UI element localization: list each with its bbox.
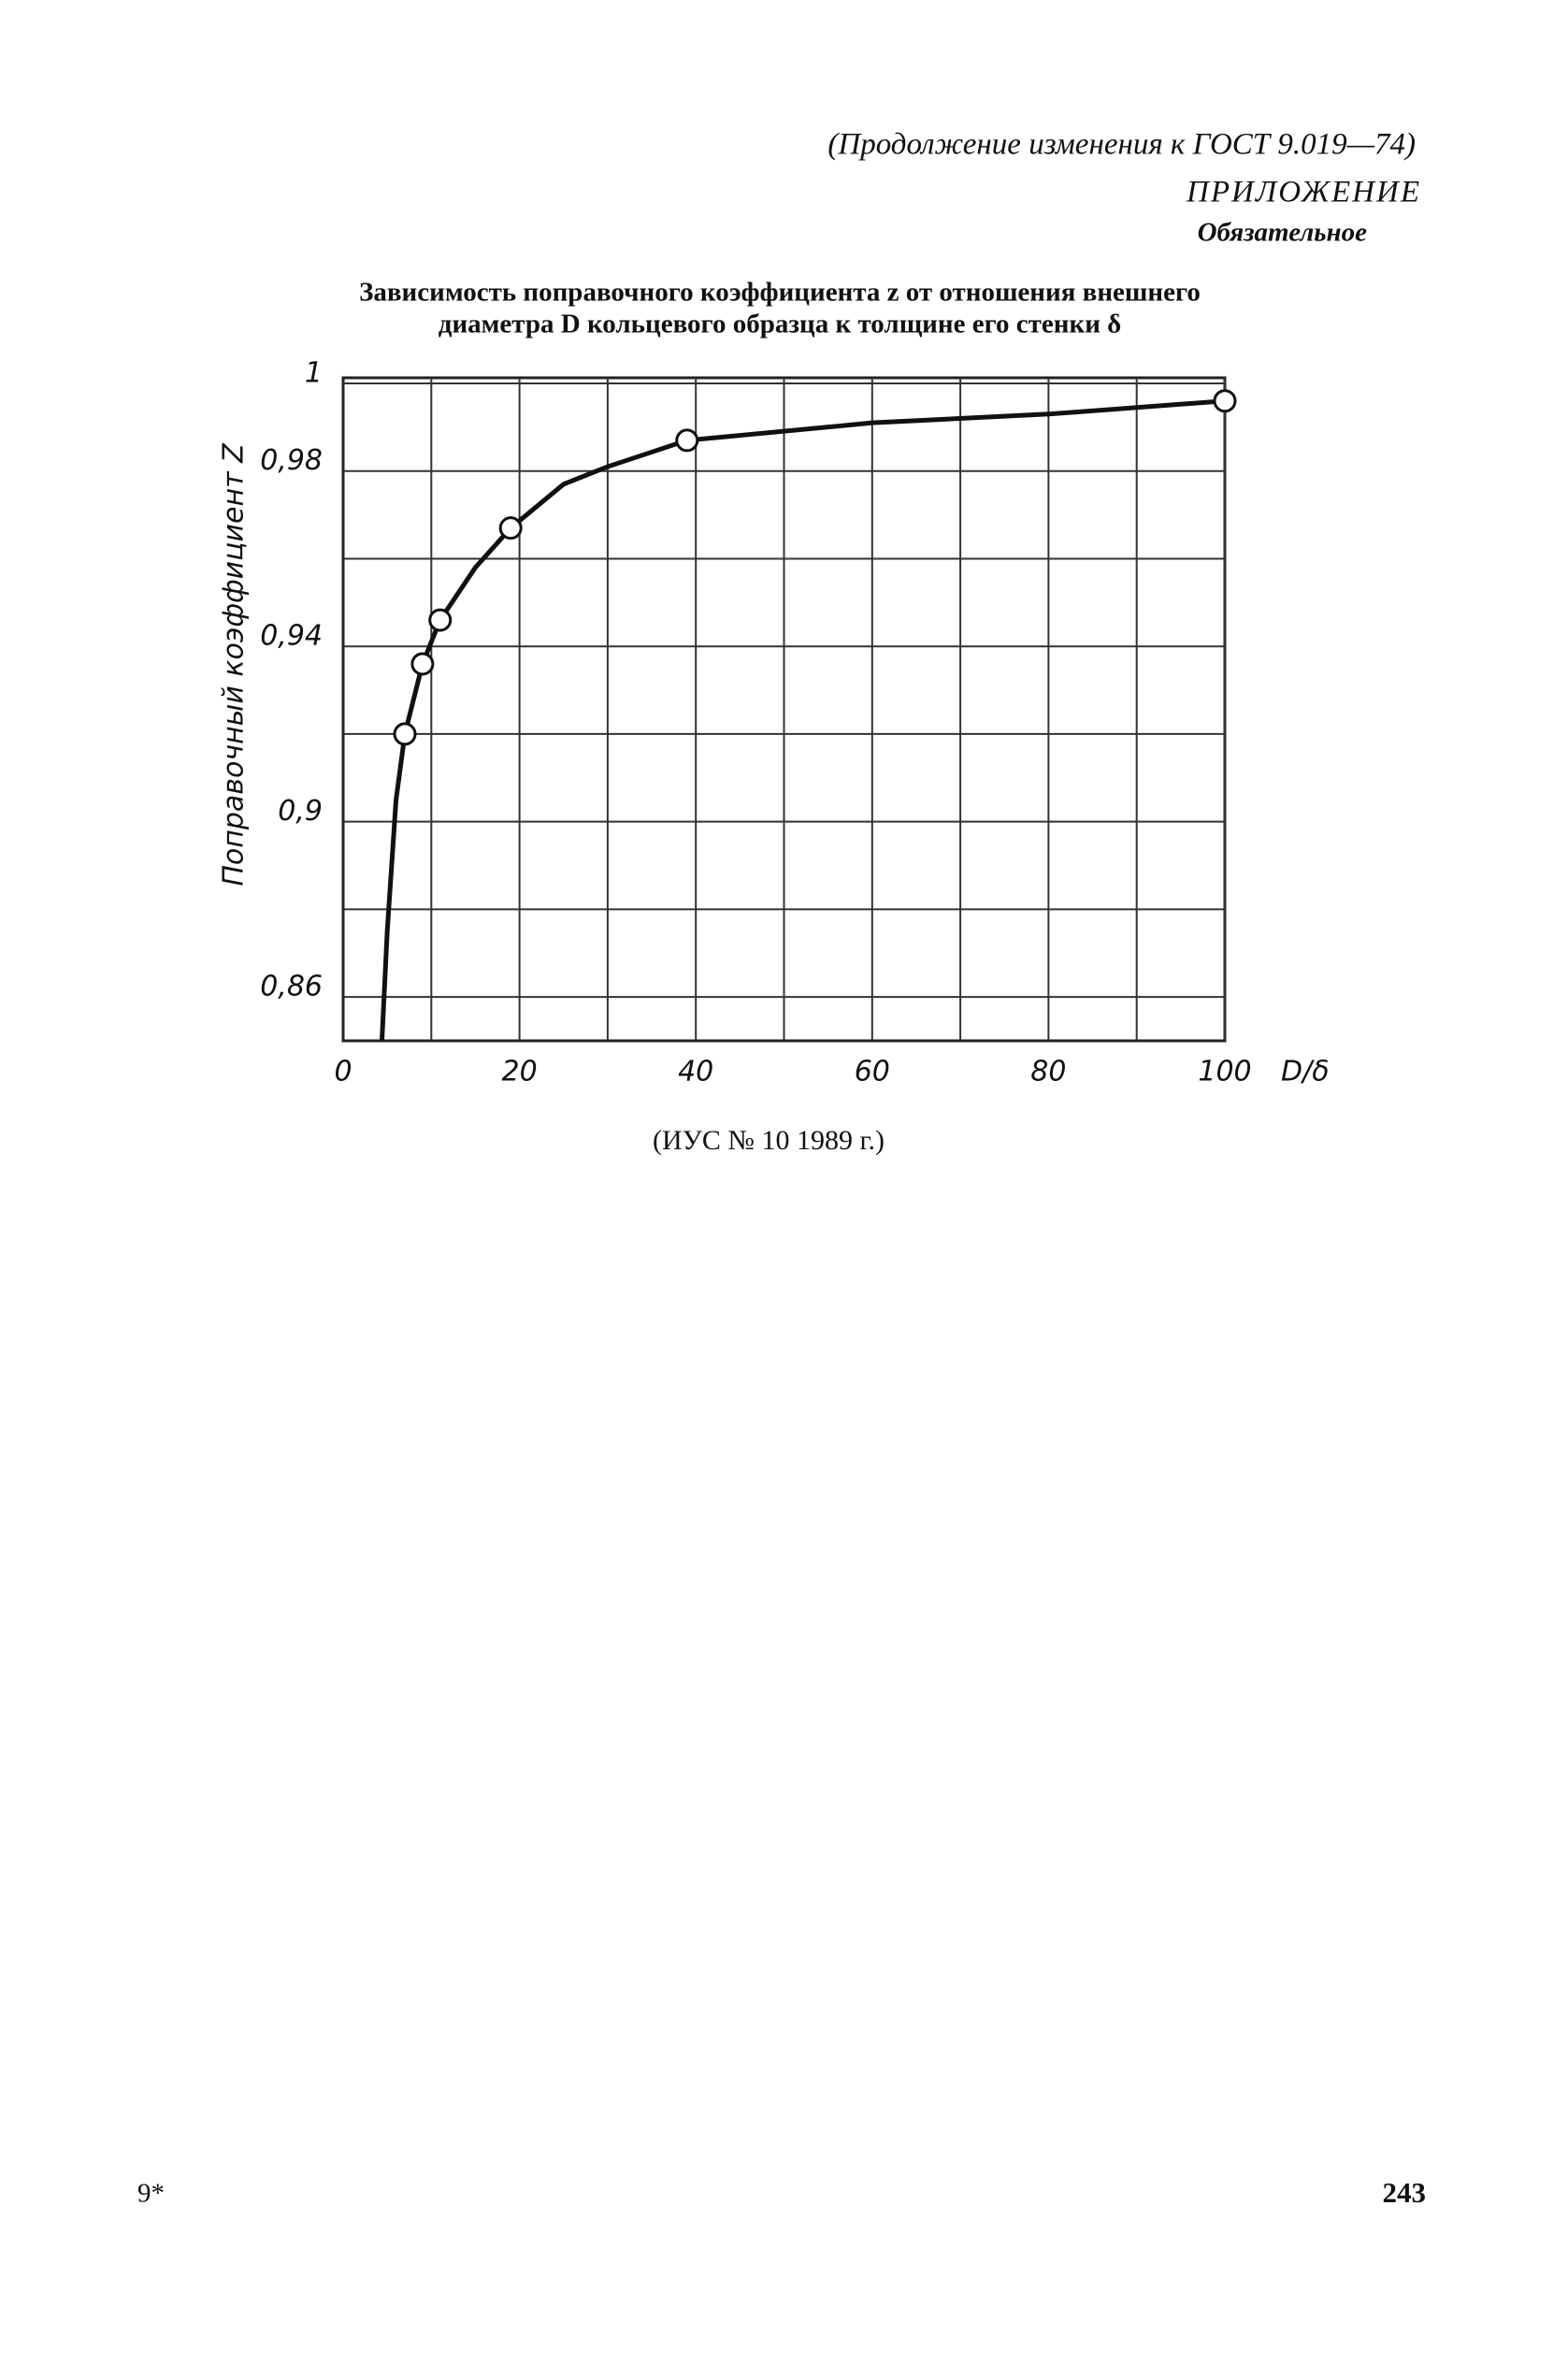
data-point [675,428,699,453]
data-point [498,516,523,541]
data-point [410,652,435,676]
y-tick-label: 0,98 [260,444,323,477]
x-tick-label: 80 [1030,1056,1066,1088]
appendix: ПРИЛОЖЕНИЕ [1186,176,1421,209]
y-tick-label: 1 [305,357,323,390]
chart-title: Зависимость поправочного коэффициента z … [359,278,1201,308]
x-tick-label: 60 [855,1056,890,1088]
note: (ИУС № 10 1989 г.) [653,1125,885,1156]
x-tick-label: 20 [502,1056,538,1088]
data-point [393,722,417,746]
page-number: 243 [1383,2176,1427,2209]
continuation: (Продолжение изменения к ГОСТ 9.019—74) [827,128,1416,162]
x-tick-label: 100 [1198,1056,1251,1088]
data-point [428,608,453,632]
x-tick-label: 40 [678,1056,713,1088]
y-tick-label: 0,9 [278,795,323,828]
curve [379,398,1226,1042]
x-tick-label: 0 [334,1056,352,1088]
y-axis-label: Поправочный коэффициент Z [218,442,251,886]
signature: 9* [137,2179,165,2209]
status: Обязательное [1198,218,1368,248]
y-tick-label: 0,86 [260,971,323,1003]
data-point [1213,389,1237,413]
y-tick-label: 0,94 [260,620,323,653]
chart-title: диаметра D кольцевого образца к толщине … [439,310,1121,339]
x-axis-label: D/δ [1281,1056,1330,1088]
